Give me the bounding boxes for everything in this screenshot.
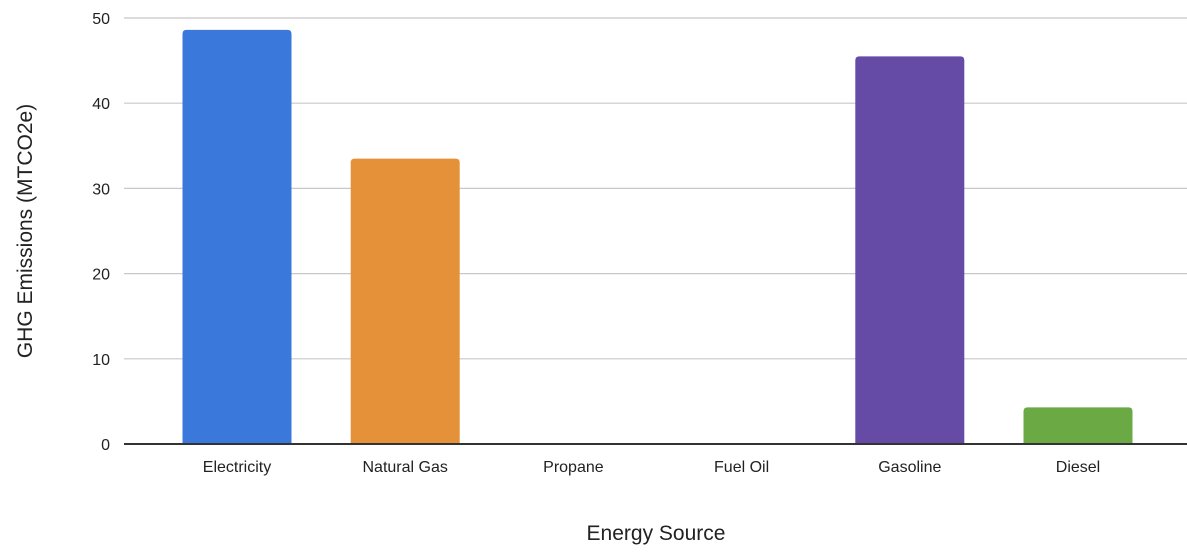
bar-natural-gas (350, 158, 460, 444)
x-tick-label: Electricity (203, 459, 271, 476)
x-axis-title: Energy Source (587, 522, 726, 545)
x-tick-label: Natural Gas (363, 459, 448, 476)
x-tick-label: Propane (543, 459, 604, 476)
gridlines (124, 17, 1187, 360)
y-tick-label: 50 (92, 11, 110, 28)
x-axis-ticks: Electricity Natural Gas Propane Fuel Oil Gas… (203, 459, 1100, 476)
bar-diesel (1023, 407, 1133, 444)
y-tick-label: 20 (92, 267, 110, 284)
bar-electricity (182, 29, 292, 444)
y-tick-label: 10 (92, 352, 110, 369)
y-tick-label: 30 (92, 181, 110, 198)
y-tick-label: 0 (101, 437, 110, 454)
x-tick-label: Diesel (1056, 459, 1100, 476)
x-tick-label: Fuel Oil (714, 459, 769, 476)
bar-gasoline (855, 56, 965, 445)
x-tick-label: Gasoline (878, 459, 941, 476)
y-tick-label: 40 (92, 96, 110, 113)
y-axis-ticks: 0 10 20 30 40 50 (92, 11, 110, 454)
bars (182, 29, 1133, 445)
y-axis-title: GHG Emissions (MTCO2e) (14, 104, 37, 358)
